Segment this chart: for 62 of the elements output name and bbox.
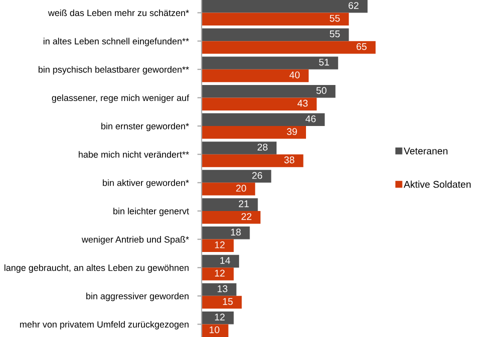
data-label: 10	[210, 326, 220, 334]
bar	[202, 268, 234, 280]
bar	[202, 210, 260, 224]
bar	[202, 296, 242, 309]
data-label: 15	[223, 298, 233, 305]
legend-label: Aktive Soldaten	[404, 180, 471, 188]
data-label: 21	[238, 200, 249, 208]
bar	[202, 254, 240, 268]
data-label: 55	[330, 14, 340, 22]
data-label: 55	[330, 30, 340, 38]
bar	[202, 69, 309, 82]
data-label: 50	[316, 87, 326, 94]
bar	[202, 126, 306, 139]
bar	[202, 56, 338, 70]
bar	[202, 324, 228, 337]
data-label: 62	[348, 2, 358, 9]
data-label: 12	[215, 270, 225, 277]
data-label: 28	[258, 144, 268, 151]
y-tick-label: bin ernster geworden*	[101, 122, 189, 132]
bar	[202, 0, 368, 13]
data-label: 18	[231, 228, 241, 236]
data-label: 40	[289, 71, 300, 78]
data-label: 51	[319, 58, 330, 66]
data-label: 20	[236, 184, 246, 192]
bar	[202, 226, 250, 240]
data-label: 46	[306, 115, 316, 122]
bar	[202, 182, 256, 196]
bar	[202, 239, 234, 252]
bar	[202, 12, 349, 26]
bar	[202, 198, 258, 211]
data-label: 38	[284, 156, 294, 164]
y-tick-label: habe mich nicht verändert**	[78, 151, 189, 158]
bar	[202, 113, 325, 126]
y-tick-label: gelassener, rege mich weniger auf	[52, 94, 190, 103]
y-tick-label: bin psychisch belastbarer geworden**	[38, 66, 189, 75]
bar	[202, 154, 304, 168]
y-tick-label: bin aggressiver geworden	[86, 292, 189, 302]
data-label: 43	[297, 100, 308, 107]
bar	[202, 41, 376, 54]
y-tick-label: weniger Antrieb und Spaß*	[82, 236, 189, 244]
y-tick-label: mehr von privatem Umfeld zurückgezogen	[20, 320, 189, 330]
bar	[202, 283, 236, 296]
bar	[202, 170, 272, 183]
bar	[202, 312, 234, 324]
y-tick-label: bin leichter genervt	[113, 208, 190, 216]
bar	[202, 84, 336, 98]
data-label: 12	[215, 241, 225, 248]
y-tick-label: weiß das Leben mehr zu schätzen*	[48, 9, 189, 16]
y-tick-label: lange gebraucht, an altes Leben zu gewöhnen	[4, 264, 189, 273]
data-label: 12	[215, 314, 225, 320]
bar	[202, 98, 317, 110]
data-label: 22	[242, 213, 252, 220]
data-label: 26	[252, 172, 262, 179]
data-label: 39	[286, 128, 297, 136]
data-label: 65	[356, 43, 367, 50]
bar	[202, 142, 277, 154]
y-tick-label: bin aktiver geworden*	[102, 179, 189, 188]
data-label: 13	[218, 285, 228, 292]
data-label: 14	[220, 257, 230, 264]
legend-label: Veteranen	[404, 148, 448, 154]
bar	[202, 28, 349, 42]
y-tick-label: in altes Leben schnell eingefunden**	[44, 38, 189, 46]
